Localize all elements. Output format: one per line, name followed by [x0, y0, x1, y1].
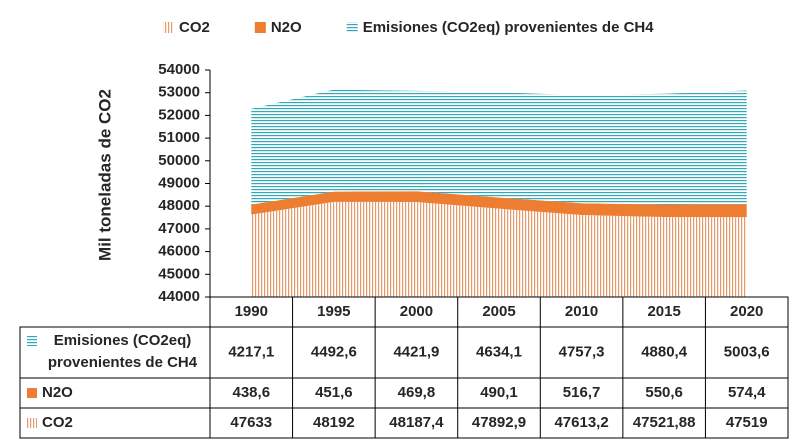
table-value: 47633 [230, 414, 272, 431]
y-tick-label: 53000 [158, 84, 200, 101]
x-tick-label: 1990 [235, 303, 268, 320]
y-axis-title: Mil toneladas de CO2 [95, 89, 114, 261]
table-value: 4421,9 [393, 343, 439, 360]
legend-key [27, 388, 37, 398]
area [251, 191, 747, 218]
table-value: 4757,3 [559, 343, 605, 360]
table-value: 550,6 [645, 384, 683, 401]
table-value: 516,7 [563, 384, 601, 401]
y-tick-label: 44000 [158, 288, 200, 305]
y-tick-label: 45000 [158, 265, 200, 282]
legend-key [27, 336, 37, 346]
y-tick-label: 47000 [158, 220, 200, 237]
row-header: Emisiones (CO2eq) provenientes de CH4 [47, 332, 198, 371]
y-tick-label: 54000 [158, 61, 200, 78]
legend-label: N2O [271, 19, 302, 36]
row-header-label: Emisiones (CO2eq) provenientes de CH4 [47, 332, 198, 371]
x-tick-label: 2005 [482, 303, 515, 320]
table-value: 48187,4 [389, 414, 444, 431]
table-value: 48192 [313, 414, 355, 431]
table-value: 469,8 [398, 384, 436, 401]
table-value: 438,6 [233, 384, 271, 401]
legend-key [163, 22, 174, 33]
table-value: 4492,6 [311, 343, 357, 360]
x-tick-label: 2020 [730, 303, 763, 320]
row-header-label: N2O [42, 384, 73, 401]
row-header-label: CO2 [42, 414, 73, 431]
area [251, 89, 747, 205]
table-value: 47892,9 [472, 414, 526, 431]
table-value: 4634,1 [476, 343, 522, 360]
area [251, 201, 747, 297]
y-tick-label: 50000 [158, 152, 200, 169]
x-tick-label: 2000 [400, 303, 433, 320]
y-tick-label: 51000 [158, 129, 200, 146]
y-tick-label: 46000 [158, 243, 200, 260]
x-tick-label: 2010 [565, 303, 598, 320]
y-tick-label: 48000 [158, 197, 200, 214]
table-value: 5003,6 [724, 343, 770, 360]
table-value: 4217,1 [228, 343, 274, 360]
table-value: 451,6 [315, 384, 353, 401]
table-value: 47613,2 [554, 414, 608, 431]
x-tick-label: 1995 [317, 303, 350, 320]
legend-key [254, 22, 266, 33]
x-tick-label: 2015 [647, 303, 680, 320]
y-tick-label: 52000 [158, 106, 200, 123]
legend-label: Emisiones (CO2eq) provenientes de CH4 [363, 19, 655, 36]
table-value: 47519 [726, 414, 768, 431]
table-value: 47521,88 [633, 414, 696, 431]
y-tick-label: 49000 [158, 174, 200, 191]
legend-key [27, 418, 37, 428]
table-value: 4880,4 [641, 343, 688, 360]
legend-label: CO2 [179, 19, 210, 36]
table-value: 490,1 [480, 384, 518, 401]
table-value: 574,4 [728, 384, 766, 401]
legend-key [346, 22, 358, 33]
